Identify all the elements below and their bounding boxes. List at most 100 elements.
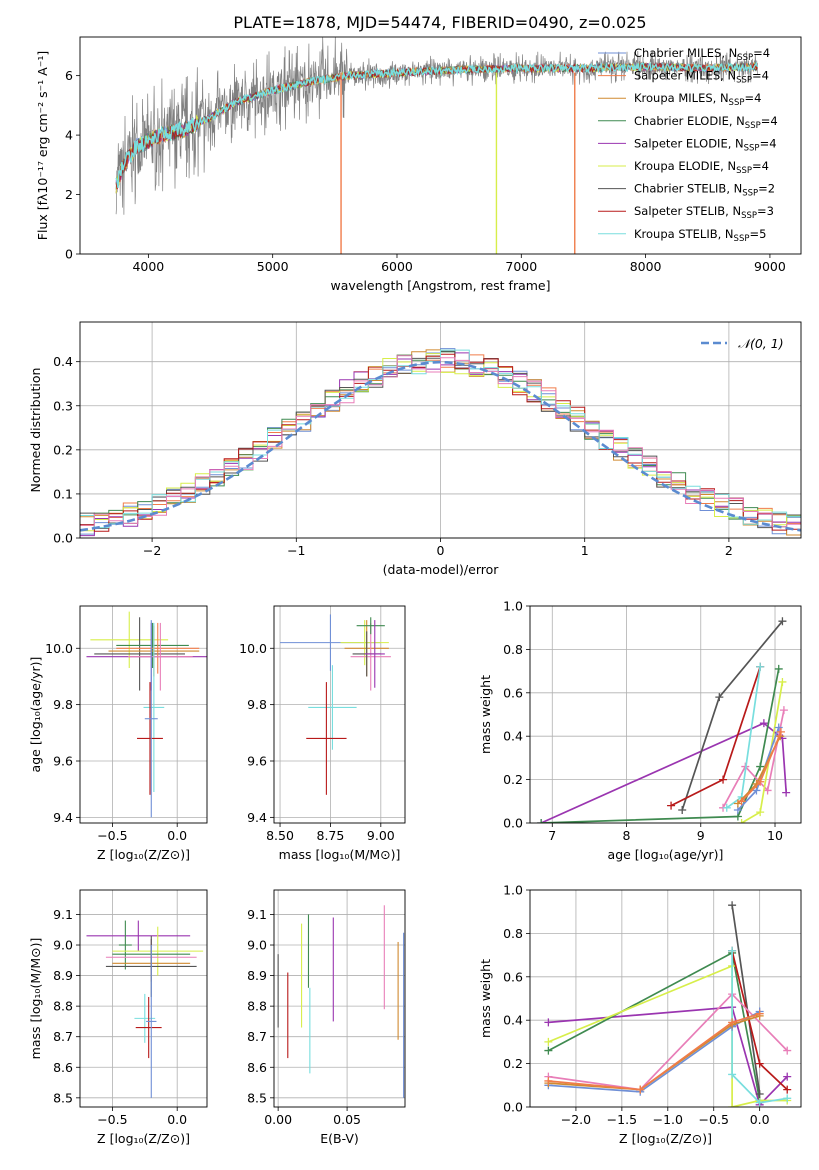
x-axis-label: E(B-V): [320, 1131, 359, 1146]
axes-frame: [529, 605, 802, 824]
y-tick-label: 9.6: [247, 754, 267, 769]
y-tick-label: 9.6: [53, 754, 73, 769]
x-tick-label: 8: [623, 828, 631, 843]
axes-frame: [273, 605, 406, 824]
x-tick-label: −1.5: [607, 1112, 637, 1127]
y-tick-label: 0.6: [503, 969, 523, 984]
legend-label: Chabrier STELIB, N: [634, 182, 742, 196]
legend-subscript: SSP: [734, 234, 750, 244]
x-tick-label: 8.75: [317, 828, 345, 843]
legend-label: Salpeter STELIB, N: [634, 204, 741, 218]
weight-series: [722, 710, 785, 809]
legend-label: Kroupa ELODIE, N: [634, 159, 736, 173]
chart-weight-vs-z: −2.0 −1.5 −1.0 −0.5 0.0 0.0 0.2 0.4 0.6 0.8 1.0 Z […: [478, 883, 802, 1146]
legend-entry: Salpeter ELODIE, NSSP=4: [634, 136, 777, 153]
weight-marker: [783, 1072, 792, 1081]
weight-marker: [537, 819, 546, 823]
weight-marker: [776, 727, 785, 736]
plot-area: [277, 905, 405, 1098]
x-axis-label: Z [log₁₀(Z/Z⊙)]: [97, 1131, 190, 1146]
y-axis-label: Flux [fλ10⁻¹⁷ erg cm⁻² s⁻¹ A⁻¹]: [35, 51, 50, 240]
weight-marker: [678, 805, 687, 814]
legend-subscript: SSP: [736, 76, 752, 86]
plot-area: [280, 614, 391, 795]
y-axis-label: mass [log₁₀(M/M⊙)]: [28, 938, 43, 1060]
y-tick-label: 10.0: [239, 641, 267, 656]
plot-area: [86, 611, 207, 818]
x-tick-label: −1.0: [653, 1112, 683, 1127]
y-tick-label: 9.4: [247, 810, 267, 825]
x-tick-label: 9.00: [367, 828, 395, 843]
y-tick-label: 8.7: [53, 1029, 73, 1044]
weight-marker: [728, 901, 737, 910]
x-axis-label: age [log₁₀(age/yr)]: [608, 847, 724, 862]
legend-label: Salpeter MILES, N: [634, 69, 736, 83]
legend-suffix: =4: [761, 114, 778, 128]
y-tick-label: 0.4: [53, 354, 73, 369]
weight-marker: [544, 1076, 553, 1085]
x-tick-label: 4000: [132, 259, 164, 274]
x-tick-label: 0.0: [167, 828, 187, 843]
y-tick-label: 8.6: [53, 1060, 73, 1075]
x-tick-label: −2: [143, 543, 161, 558]
legend-subscript: SSP: [736, 166, 752, 176]
weight-series: [731, 950, 788, 1104]
plot-area: [86, 920, 204, 1098]
residual-histogram: [80, 355, 801, 528]
legend-label: Chabrier ELODIE, N: [634, 114, 745, 128]
legend-suffix: =5: [749, 227, 766, 241]
y-axis-label: Normed distribution: [28, 368, 43, 493]
weight-series: [548, 1012, 760, 1091]
legend-suffix: =4: [760, 136, 777, 150]
plot-area: [80, 348, 801, 537]
weight-marker: [715, 693, 724, 702]
weight-series: [548, 992, 788, 1091]
x-axis-label: Z [log₁₀(Z/Z⊙)]: [97, 847, 190, 862]
y-tick-label: 8.8: [247, 999, 267, 1014]
legend-label: Salpeter ELODIE, N: [634, 136, 744, 150]
x-tick-label: 0.0: [167, 1112, 187, 1127]
normal-curve: [80, 360, 801, 532]
y-tick-label: 0.4: [503, 1013, 523, 1028]
weight-marker: [728, 1070, 737, 1079]
y-tick-label: 0: [65, 247, 73, 262]
y-tick-label: 0.8: [503, 642, 523, 657]
y-axis-label: age [log₁₀(age/yr)]: [28, 657, 43, 773]
y-tick-label: 2: [65, 187, 73, 202]
legend-suffix: =4: [752, 159, 769, 173]
weight-marker: [756, 808, 765, 817]
weight-marker: [755, 1059, 764, 1068]
weight-marker: [667, 801, 676, 810]
y-tick-label: 0.6: [503, 685, 523, 700]
chart-residuals: −2 −1 0 1 2 0.0 0.1 0.2 0.3 0.4 (data-model)/error…: [28, 321, 802, 577]
legend-entry: Chabrier STELIB, NSSP=2: [634, 182, 775, 199]
y-tick-label: 0.0: [503, 1100, 523, 1115]
x-axis-label: Z [log₁₀(Z/Z⊙)]: [619, 1131, 712, 1146]
chart-age-vs-mass: 8.50 8.75 9.00 9.4 9.6 9.8 10.0 mass [log₁₀(M/M…: [239, 605, 406, 862]
weight-marker: [774, 723, 783, 732]
weight-marker: [778, 677, 787, 686]
y-tick-label: 0.2: [503, 1056, 523, 1071]
weight-marker: [756, 777, 765, 786]
x-tick-label: 9000: [754, 259, 786, 274]
legend-subscript: SSP: [737, 53, 753, 63]
legend-subscript: SSP: [729, 98, 745, 108]
y-tick-label: 8.5: [53, 1090, 73, 1105]
x-tick-label: 2: [725, 543, 733, 558]
weight-series: [540, 722, 788, 823]
y-tick-label: 9.0: [247, 938, 267, 953]
x-tick-label: −0.5: [699, 1112, 729, 1127]
y-axis-label: mass weight: [478, 675, 493, 754]
legend-suffix: =4: [753, 46, 770, 60]
legend-suffix: =4: [744, 91, 761, 105]
weight-marker: [636, 1085, 645, 1094]
weight-series: [548, 1006, 788, 1107]
weight-marker: [783, 1046, 792, 1055]
legend-entry: Salpeter MILES, NSSP=4: [634, 69, 769, 86]
y-tick-label: 0.2: [503, 772, 523, 787]
weight-marker: [755, 1089, 764, 1098]
legend-entry: Chabrier MILES, NSSP=4: [634, 46, 770, 63]
y-tick-label: 8.9: [247, 968, 267, 983]
y-tick-label: 9.8: [247, 697, 267, 712]
